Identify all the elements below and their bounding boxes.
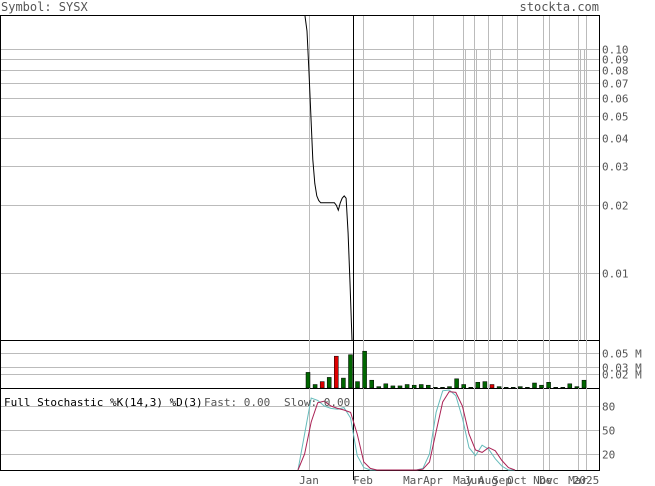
- volume-bar: [447, 386, 452, 389]
- grid-lines: [1, 16, 599, 470]
- volume-bar: [362, 350, 367, 389]
- volume-bar: [574, 386, 580, 389]
- volume-bar: [510, 387, 516, 389]
- volume-bar: [355, 381, 360, 389]
- price-tick-label: 0.01: [602, 268, 629, 281]
- volume-bar: [319, 381, 325, 389]
- volume-bar: [341, 377, 346, 389]
- price-panel-frame: [0, 15, 600, 341]
- volume-bar: [369, 379, 374, 389]
- volume-bar: [433, 387, 438, 389]
- volume-bar: [581, 379, 587, 389]
- volume-bar: [454, 378, 459, 389]
- x-tick-label: Oct: [507, 474, 527, 486]
- x-tick-label: Apr: [423, 474, 443, 486]
- volume-bar: [440, 387, 445, 389]
- volume-panel: 0.02 M0.03 M0.05 M: [305, 348, 642, 389]
- volume-tick-label: 0.02 M: [602, 369, 642, 382]
- x-tick-label: Nov: [533, 474, 553, 486]
- volume-bar: [553, 387, 558, 389]
- stochastic-slow-label: Slow: 0.00: [284, 396, 350, 409]
- symbol-label: Symbol: SYSX: [1, 0, 88, 14]
- volume-tick-label: 0.03 M: [602, 362, 642, 375]
- volume-bar: [503, 387, 509, 389]
- price-tick-label: 0.07: [602, 78, 629, 91]
- volume-bar: [312, 384, 318, 389]
- volume-bar: [383, 383, 389, 389]
- price-tick-label: 0.08: [602, 65, 629, 78]
- price-tick-label: 0.05: [602, 111, 629, 124]
- stochastic-title: Full Stochastic %K(14,3) %D(3): [4, 396, 203, 409]
- price-panel: 0.01 0.02 0.03 0.04 0.05 0.06 0.070.080.090.10: [304, 15, 629, 480]
- volume-bar: [305, 372, 311, 389]
- price-line: [304, 15, 353, 341]
- volume-bar: [532, 382, 537, 389]
- stochastic-panel-frame: [0, 388, 600, 471]
- volume-bar: [390, 385, 396, 389]
- volume-bar: [539, 384, 544, 389]
- price-tick-label: 0.06: [602, 93, 629, 106]
- volume-bar: [482, 381, 488, 389]
- x-tick-label: 2025: [573, 474, 600, 486]
- volume-bar: [334, 355, 339, 389]
- volume-panel-frame: [0, 340, 600, 389]
- x-tick-label: Aug: [478, 474, 498, 486]
- stochastic-tick-label: 80: [602, 401, 615, 414]
- volume-bar: [397, 385, 403, 389]
- stochastic-tick-label: 20: [602, 449, 615, 462]
- price-tick-label: 0.04: [602, 133, 629, 146]
- volume-bar: [518, 386, 523, 389]
- volume-bar: [525, 387, 530, 389]
- x-tick-label: Mar: [403, 474, 423, 486]
- x-tick-label: May: [453, 474, 473, 486]
- volume-bar: [560, 387, 566, 389]
- volume-tick-label: 0.05 M: [602, 348, 642, 361]
- volume-bar: [411, 384, 417, 389]
- price-tick-label: 0.09: [602, 54, 629, 67]
- stochastic-fast-label: Fast: 0.00: [204, 396, 270, 409]
- price-tick-label: 0.10: [602, 44, 629, 57]
- volume-bar: [426, 384, 431, 389]
- x-tick-label: Jan: [299, 474, 319, 486]
- volume-bar: [475, 382, 481, 389]
- volume-bar: [376, 386, 382, 389]
- x-tick-label: Dec: [539, 474, 559, 486]
- brand-label: stockta.com: [520, 0, 599, 14]
- volume-bar: [461, 384, 466, 389]
- x-tick-label: Feb: [353, 474, 373, 486]
- volume-bar: [348, 354, 353, 389]
- volume-bar: [404, 384, 410, 389]
- volume-bar: [496, 386, 502, 389]
- x-tick-label: Mar: [568, 474, 588, 486]
- x-tick-label: Sep: [492, 474, 512, 486]
- stochastic-slow-line: [297, 391, 516, 471]
- stochastic-panel: 20 50 80: [297, 389, 615, 471]
- volume-bar: [468, 387, 474, 389]
- x-tick-label: Jun: [464, 474, 484, 486]
- volume-bar: [489, 384, 495, 389]
- price-tick-label: 0.02: [602, 200, 629, 213]
- volume-bar: [418, 384, 424, 389]
- stochastic-tick-label: 50: [602, 425, 615, 438]
- price-tick-label: 0.03: [602, 161, 629, 174]
- volume-bar: [326, 377, 332, 389]
- volume-bar: [567, 383, 573, 389]
- volume-bar: [546, 382, 551, 389]
